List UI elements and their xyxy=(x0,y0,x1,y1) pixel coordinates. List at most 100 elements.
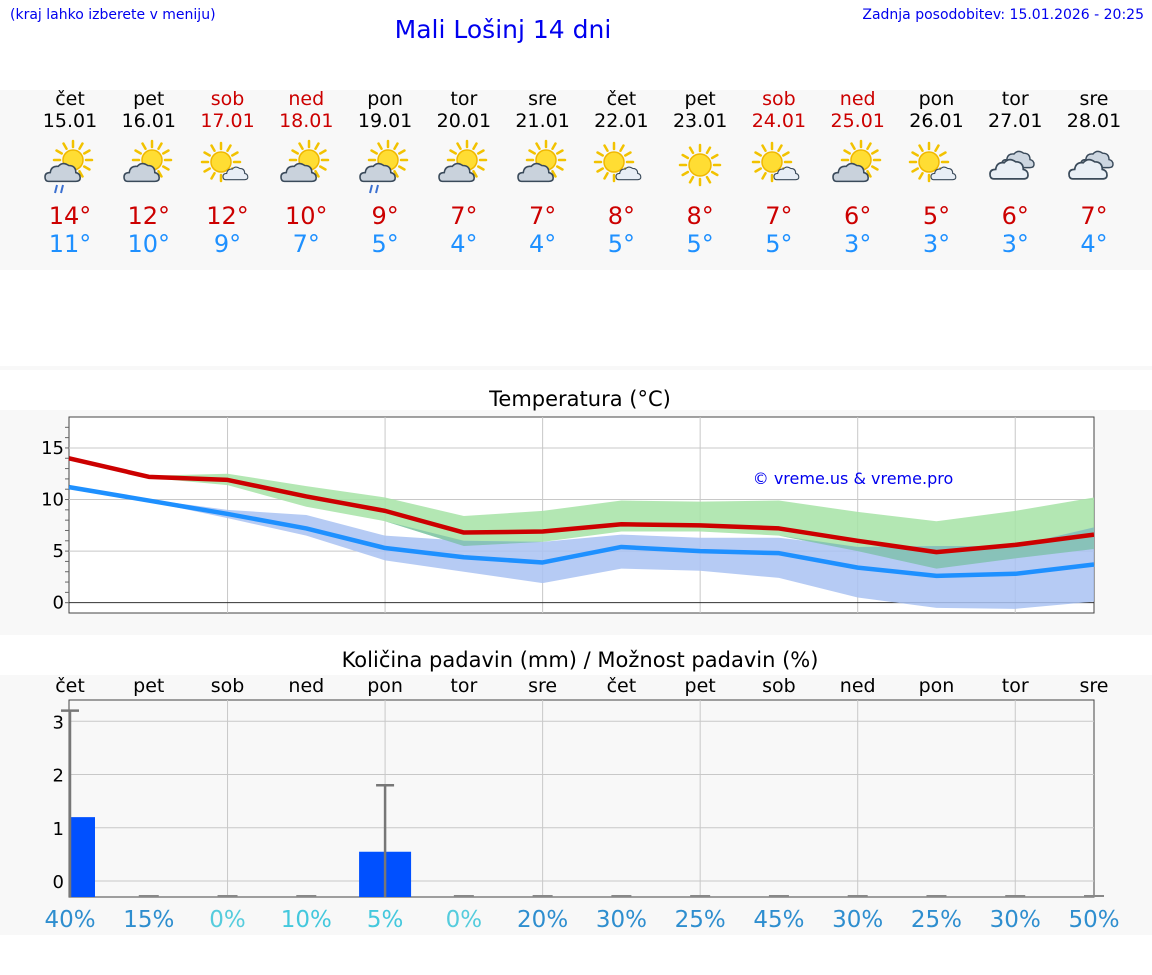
day-date: 20.01 xyxy=(436,110,492,132)
min-temperature: 10° xyxy=(127,230,171,258)
day-label: čet xyxy=(607,675,637,697)
y-tick-label: 2 xyxy=(53,766,64,787)
plot-area xyxy=(68,699,1095,898)
y-tick-label: 0 xyxy=(53,872,64,893)
min-temperature: 3° xyxy=(1001,230,1029,258)
day-date: 26.01 xyxy=(909,110,964,132)
cloudy-icon xyxy=(976,138,1054,200)
partly-sunny-icon xyxy=(425,138,503,200)
y-tick-label: 0 xyxy=(53,593,64,614)
overlap-band xyxy=(69,458,1094,569)
day-name: ned xyxy=(288,88,325,110)
day-name: tor xyxy=(450,88,478,110)
max-temperature: 7° xyxy=(1080,202,1108,230)
max-temperature: 6° xyxy=(844,202,872,230)
max-temperature: 7° xyxy=(450,202,478,230)
day-date: 22.01 xyxy=(594,110,649,132)
day-column: tor 27.01 6° 3° xyxy=(976,88,1054,258)
day-name: tor xyxy=(1001,88,1029,110)
max-temperature: 8° xyxy=(607,202,636,230)
day-date: 23.01 xyxy=(672,110,728,132)
max-temperature: 6° xyxy=(1001,202,1029,230)
day-date: 19.01 xyxy=(357,110,413,132)
day-column: sre 28.01 7° 4° xyxy=(1055,88,1133,258)
day-label: pon xyxy=(367,675,403,697)
day-name: čet xyxy=(55,88,85,110)
day-date: 15.01 xyxy=(42,110,98,132)
watermark[interactable]: © vreme.us & vreme.pro xyxy=(753,469,954,488)
last-update: Zadnja posodobitev: 15.01.2026 - 20:25 xyxy=(862,7,1144,23)
max-temperature: 10° xyxy=(285,202,328,230)
precipitation-chart: čet pet sob ned pon tor sre čet pet sob ned pon tor s… xyxy=(44,675,1119,933)
day-label: pon xyxy=(919,675,955,697)
day-date: 18.01 xyxy=(279,110,334,132)
min-temperature: 11° xyxy=(48,230,92,258)
min-temperature: 4° xyxy=(1080,230,1108,258)
day-column: tor 20.01 7° 4° xyxy=(425,88,503,258)
day-column: ned 25.01 6° 3° xyxy=(819,88,897,258)
day-column: čet 22.01 8° 5° xyxy=(582,88,660,258)
precip-probability: 20% xyxy=(517,907,568,933)
forecast-strip xyxy=(0,90,1152,270)
precip-probability: 10% xyxy=(281,907,332,933)
temperature-chart-title: Temperatura (°C) xyxy=(489,387,671,411)
day-date: 28.01 xyxy=(1066,110,1122,132)
min-temperature: 5° xyxy=(686,230,714,258)
max-range-band xyxy=(69,458,1094,569)
min-temperature: 4° xyxy=(528,230,557,258)
day-date: 25.01 xyxy=(830,110,885,132)
max-temperature: 9° xyxy=(371,202,399,230)
min-temperature-line xyxy=(68,484,1095,579)
precip-probability: 30% xyxy=(990,907,1041,933)
mostly-sunny-icon xyxy=(189,138,267,200)
precip-bar xyxy=(69,817,95,897)
min-temperature: 3° xyxy=(844,230,872,258)
max-temperature: 5° xyxy=(922,202,951,230)
day-name: čet xyxy=(606,88,637,110)
sunny-icon xyxy=(661,138,739,200)
precip-probability: 50% xyxy=(1068,907,1119,933)
day-label: pet xyxy=(685,675,716,697)
day-name: ned xyxy=(839,88,876,110)
y-tick-label: 15 xyxy=(41,438,64,459)
cloudy-icon xyxy=(1055,138,1133,200)
precip-probability: 25% xyxy=(675,907,726,933)
day-column: pet 23.01 8° 5° xyxy=(661,88,739,258)
day-name: pet xyxy=(684,88,716,110)
min-range-band xyxy=(69,486,1094,609)
day-name: sob xyxy=(762,88,796,110)
day-date: 21.01 xyxy=(515,110,570,132)
precip-probability: 45% xyxy=(753,907,804,933)
day-column: pet 16.01 12° 10° xyxy=(110,88,188,258)
day-label: ned xyxy=(840,675,876,697)
precip-probability: 15% xyxy=(123,907,174,933)
day-name: pon xyxy=(367,88,403,110)
day-column: sre 21.01 7° 4° xyxy=(504,88,582,258)
divider xyxy=(0,366,1152,370)
precip-probability: 25% xyxy=(911,907,962,933)
day-label: sob xyxy=(762,675,796,697)
day-name: pet xyxy=(133,88,165,110)
day-name: sre xyxy=(1079,88,1109,110)
day-column: sob 17.01 12° 9° xyxy=(189,88,267,258)
min-temperature: 3° xyxy=(922,230,951,258)
day-column: pon 19.01 9° 5° xyxy=(346,88,424,258)
precip-probability: 30% xyxy=(832,907,883,933)
mostly-sunny-icon xyxy=(740,138,818,200)
max-temperature-line xyxy=(68,456,1095,555)
y-tick-label: 3 xyxy=(53,712,64,733)
y-tick-label: 10 xyxy=(41,490,64,511)
max-temperature: 7° xyxy=(765,202,793,230)
day-date: 27.01 xyxy=(988,110,1043,132)
min-temperature: 5° xyxy=(607,230,636,258)
partly-sunny-icon xyxy=(819,138,897,200)
day-date: 24.01 xyxy=(751,110,807,132)
max-temperature: 12° xyxy=(127,202,171,230)
menu-hint: (kraj lahko izberete v meniju) xyxy=(10,7,216,23)
day-column: pon 26.01 5° 3° xyxy=(897,88,975,258)
day-date: 17.01 xyxy=(200,110,255,132)
partly-sunny-icon xyxy=(110,138,188,200)
partly-sunny-icon xyxy=(504,138,582,200)
min-temperature: 4° xyxy=(450,230,478,258)
day-label: sob xyxy=(211,675,245,697)
